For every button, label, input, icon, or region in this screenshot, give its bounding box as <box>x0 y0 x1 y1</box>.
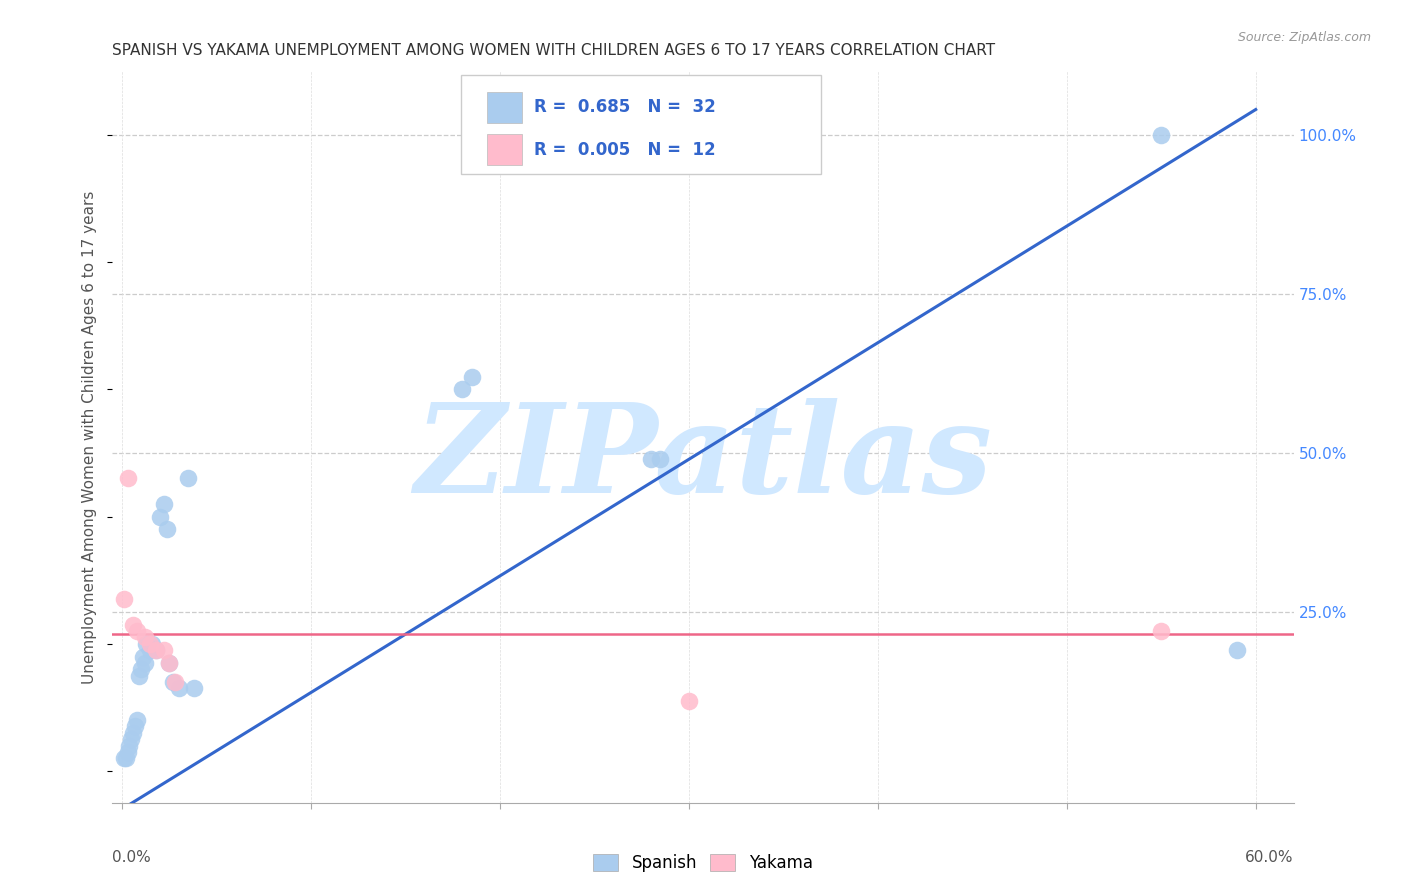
Point <box>145 643 167 657</box>
Point <box>167 681 190 696</box>
Point <box>122 726 145 740</box>
Point <box>112 751 135 765</box>
Y-axis label: Unemployment Among Women with Children Ages 6 to 17 years: Unemployment Among Women with Children A… <box>82 190 97 684</box>
Text: SPANISH VS YAKAMA UNEMPLOYMENT AMONG WOMEN WITH CHILDREN AGES 6 TO 17 YEARS CORR: SPANISH VS YAKAMA UNEMPLOYMENT AMONG WOM… <box>112 43 995 58</box>
Point <box>141 637 163 651</box>
Point <box>156 522 179 536</box>
Point <box>118 739 141 753</box>
Point <box>125 624 148 638</box>
Point <box>145 643 167 657</box>
FancyBboxPatch shape <box>486 92 522 122</box>
Point <box>152 497 174 511</box>
Text: R =  0.005   N =  12: R = 0.005 N = 12 <box>534 141 716 159</box>
Text: 0.0%: 0.0% <box>112 850 152 865</box>
Point <box>470 128 492 142</box>
Point <box>152 643 174 657</box>
Text: R =  0.685   N =  32: R = 0.685 N = 32 <box>534 98 716 116</box>
Text: ZIPatlas: ZIPatlas <box>413 398 993 520</box>
Point <box>128 668 150 682</box>
Point <box>117 471 139 485</box>
Point <box>157 656 180 670</box>
Point <box>479 128 502 142</box>
FancyBboxPatch shape <box>486 135 522 165</box>
Point <box>139 637 162 651</box>
Text: Source: ZipAtlas.com: Source: ZipAtlas.com <box>1237 31 1371 45</box>
Point <box>460 369 482 384</box>
Point <box>678 694 700 708</box>
Point <box>163 675 186 690</box>
Point <box>134 656 156 670</box>
Point <box>124 719 146 733</box>
Text: 60.0%: 60.0% <box>1246 850 1294 865</box>
Point <box>112 592 135 607</box>
Point <box>183 681 205 696</box>
Point <box>114 751 136 765</box>
Point <box>139 643 162 657</box>
Point <box>177 471 200 485</box>
Point <box>134 631 156 645</box>
Point <box>1150 624 1173 638</box>
Point <box>120 732 142 747</box>
Point <box>129 662 152 676</box>
Point <box>451 383 474 397</box>
Point <box>117 745 139 759</box>
Point <box>640 452 662 467</box>
Point <box>157 656 180 670</box>
Point <box>122 617 145 632</box>
Point <box>149 509 172 524</box>
Point <box>1150 128 1173 142</box>
Point <box>162 675 184 690</box>
Point <box>125 713 148 727</box>
Legend: Spanish, Yakama: Spanish, Yakama <box>586 847 820 879</box>
FancyBboxPatch shape <box>461 75 821 174</box>
Point <box>1226 643 1249 657</box>
Point <box>650 452 672 467</box>
Point <box>132 649 155 664</box>
Point <box>135 637 157 651</box>
